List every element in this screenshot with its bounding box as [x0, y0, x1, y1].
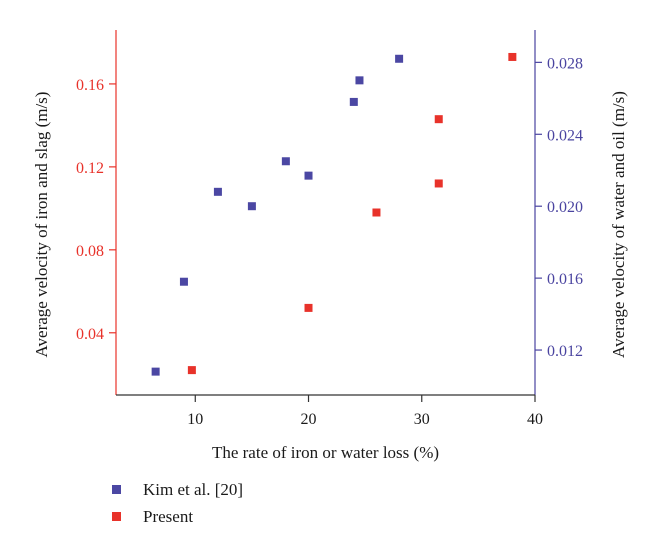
x-axis-title: The rate of iron or water loss (%)	[212, 443, 439, 462]
present-data-point	[434, 115, 443, 124]
legend-item-kim: Kim et al. [20]	[112, 476, 243, 503]
present-data-point	[187, 366, 196, 375]
left-y-tick-label: 0.08	[76, 243, 104, 260]
left-y-tick-label: 0.04	[76, 326, 104, 343]
kim-data-point	[179, 277, 188, 286]
right-y-axis-title: Average velocity of water and oil (m/s)	[609, 91, 628, 358]
kim-data-point	[395, 54, 404, 63]
kim-data-point	[281, 157, 290, 166]
right-y-tick-label: 0.020	[547, 199, 583, 216]
left-y-tick-label: 0.12	[76, 160, 104, 177]
x-tick-label: 10	[187, 411, 203, 428]
kim-data-point	[304, 171, 313, 180]
left-y-tick-label: 0.16	[76, 77, 104, 94]
kim-data-point	[213, 187, 222, 196]
legend-swatch-present	[112, 512, 121, 521]
axes	[115, 30, 536, 396]
present-data-point	[372, 208, 381, 217]
present-data-point	[434, 179, 443, 188]
right-y-tick-label: 0.024	[547, 127, 583, 144]
kim-data-point	[349, 97, 358, 106]
left-y-axis-title: Average velocity of iron and slag (m/s)	[32, 92, 51, 358]
present-data-point	[508, 52, 517, 61]
x-tick-label: 40	[527, 411, 543, 428]
ticks: 10 20 30 40 0.04 0.08 0.12 0.16 0.012 0.016 0.020 0…	[76, 55, 583, 428]
legend: Kim et al. [20] Present	[112, 476, 243, 530]
legend-item-present: Present	[112, 503, 243, 530]
legend-swatch-kim	[112, 485, 121, 494]
x-tick-label: 20	[301, 411, 317, 428]
right-y-tick-label: 0.016	[547, 271, 583, 288]
right-y-tick-label: 0.028	[547, 55, 583, 72]
x-tick-label: 30	[414, 411, 430, 428]
right-y-tick-label: 0.012	[547, 343, 583, 360]
kim-data-point	[151, 367, 160, 376]
present-data-point	[304, 303, 313, 312]
legend-label-present: Present	[143, 506, 194, 526]
kim-data-point	[247, 202, 256, 211]
legend-label-kim: Kim et al. [20]	[143, 479, 244, 499]
data-points	[151, 52, 517, 376]
kim-data-point	[355, 76, 364, 85]
